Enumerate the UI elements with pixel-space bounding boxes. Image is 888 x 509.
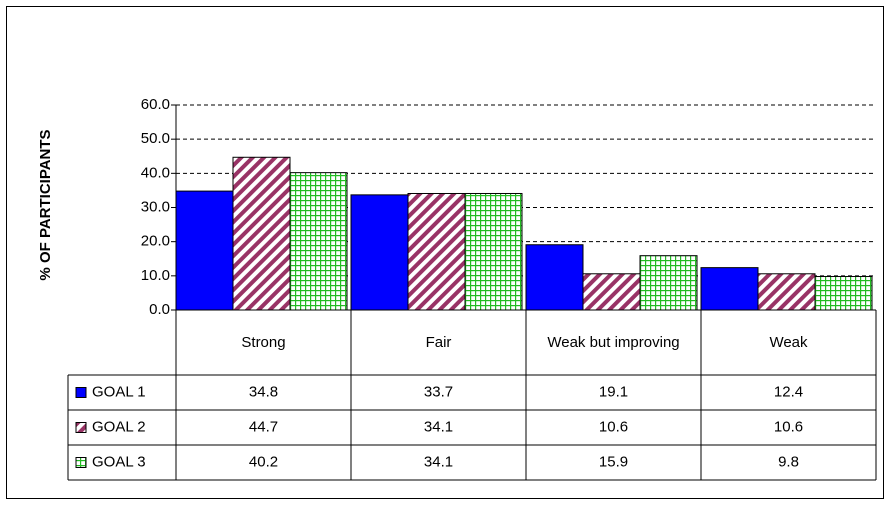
- legend-key: [75, 422, 87, 433]
- legend-label: GOAL 3: [92, 453, 146, 470]
- x-tick-label: Weak but improving: [547, 333, 680, 351]
- legend-label: GOAL 2: [92, 418, 146, 435]
- bar: [639, 255, 698, 311]
- x-tick-label: Weak: [769, 333, 808, 351]
- legend-label: GOAL 1: [92, 383, 146, 400]
- bar: [464, 192, 523, 311]
- table-value: 34.8: [249, 383, 278, 400]
- bar: [407, 192, 466, 311]
- y-tick-label: 10.0: [141, 267, 170, 284]
- y-tick-label: 50.0: [141, 130, 170, 147]
- x-tick-label-box: Strong: [241, 333, 286, 351]
- table-value: 40.2: [249, 453, 278, 470]
- y-tick-label: 40.0: [141, 164, 170, 181]
- table-value: 34.1: [424, 453, 453, 470]
- x-tick-label-box: Weak: [769, 333, 808, 351]
- y-tick-label: 60.0: [141, 96, 170, 113]
- y-tick-label: 0.0: [149, 301, 170, 318]
- table-value: 34.1: [424, 418, 453, 435]
- table-value: 19.1: [599, 383, 628, 400]
- x-tick-label-box: Weak but improving: [547, 333, 680, 351]
- y-tick-label: 20.0: [141, 233, 170, 250]
- bar: [525, 244, 584, 311]
- table-value: 15.9: [599, 453, 628, 470]
- bar: [582, 273, 641, 311]
- table-value: 44.7: [249, 418, 278, 435]
- bar: [700, 267, 759, 311]
- bar: [757, 273, 816, 311]
- table-value: 9.8: [778, 453, 799, 470]
- y-axis-label: % OF PARTICIPANTS: [37, 129, 54, 280]
- bar: [175, 190, 234, 311]
- x-tick-label-box: Fair: [425, 333, 452, 351]
- table-value: 10.6: [599, 418, 628, 435]
- table-value: 33.7: [424, 383, 453, 400]
- legend-key: [75, 387, 87, 398]
- y-tick-label: 30.0: [141, 198, 170, 215]
- bar: [289, 172, 348, 311]
- bar: [814, 276, 873, 311]
- table-value: 10.6: [774, 418, 803, 435]
- x-tick-label: Fair: [425, 333, 452, 351]
- table-value: 12.4: [774, 383, 803, 400]
- bar: [350, 194, 409, 311]
- x-tick-label: Strong: [241, 333, 286, 351]
- legend-key: [75, 457, 87, 468]
- bar: [232, 156, 291, 311]
